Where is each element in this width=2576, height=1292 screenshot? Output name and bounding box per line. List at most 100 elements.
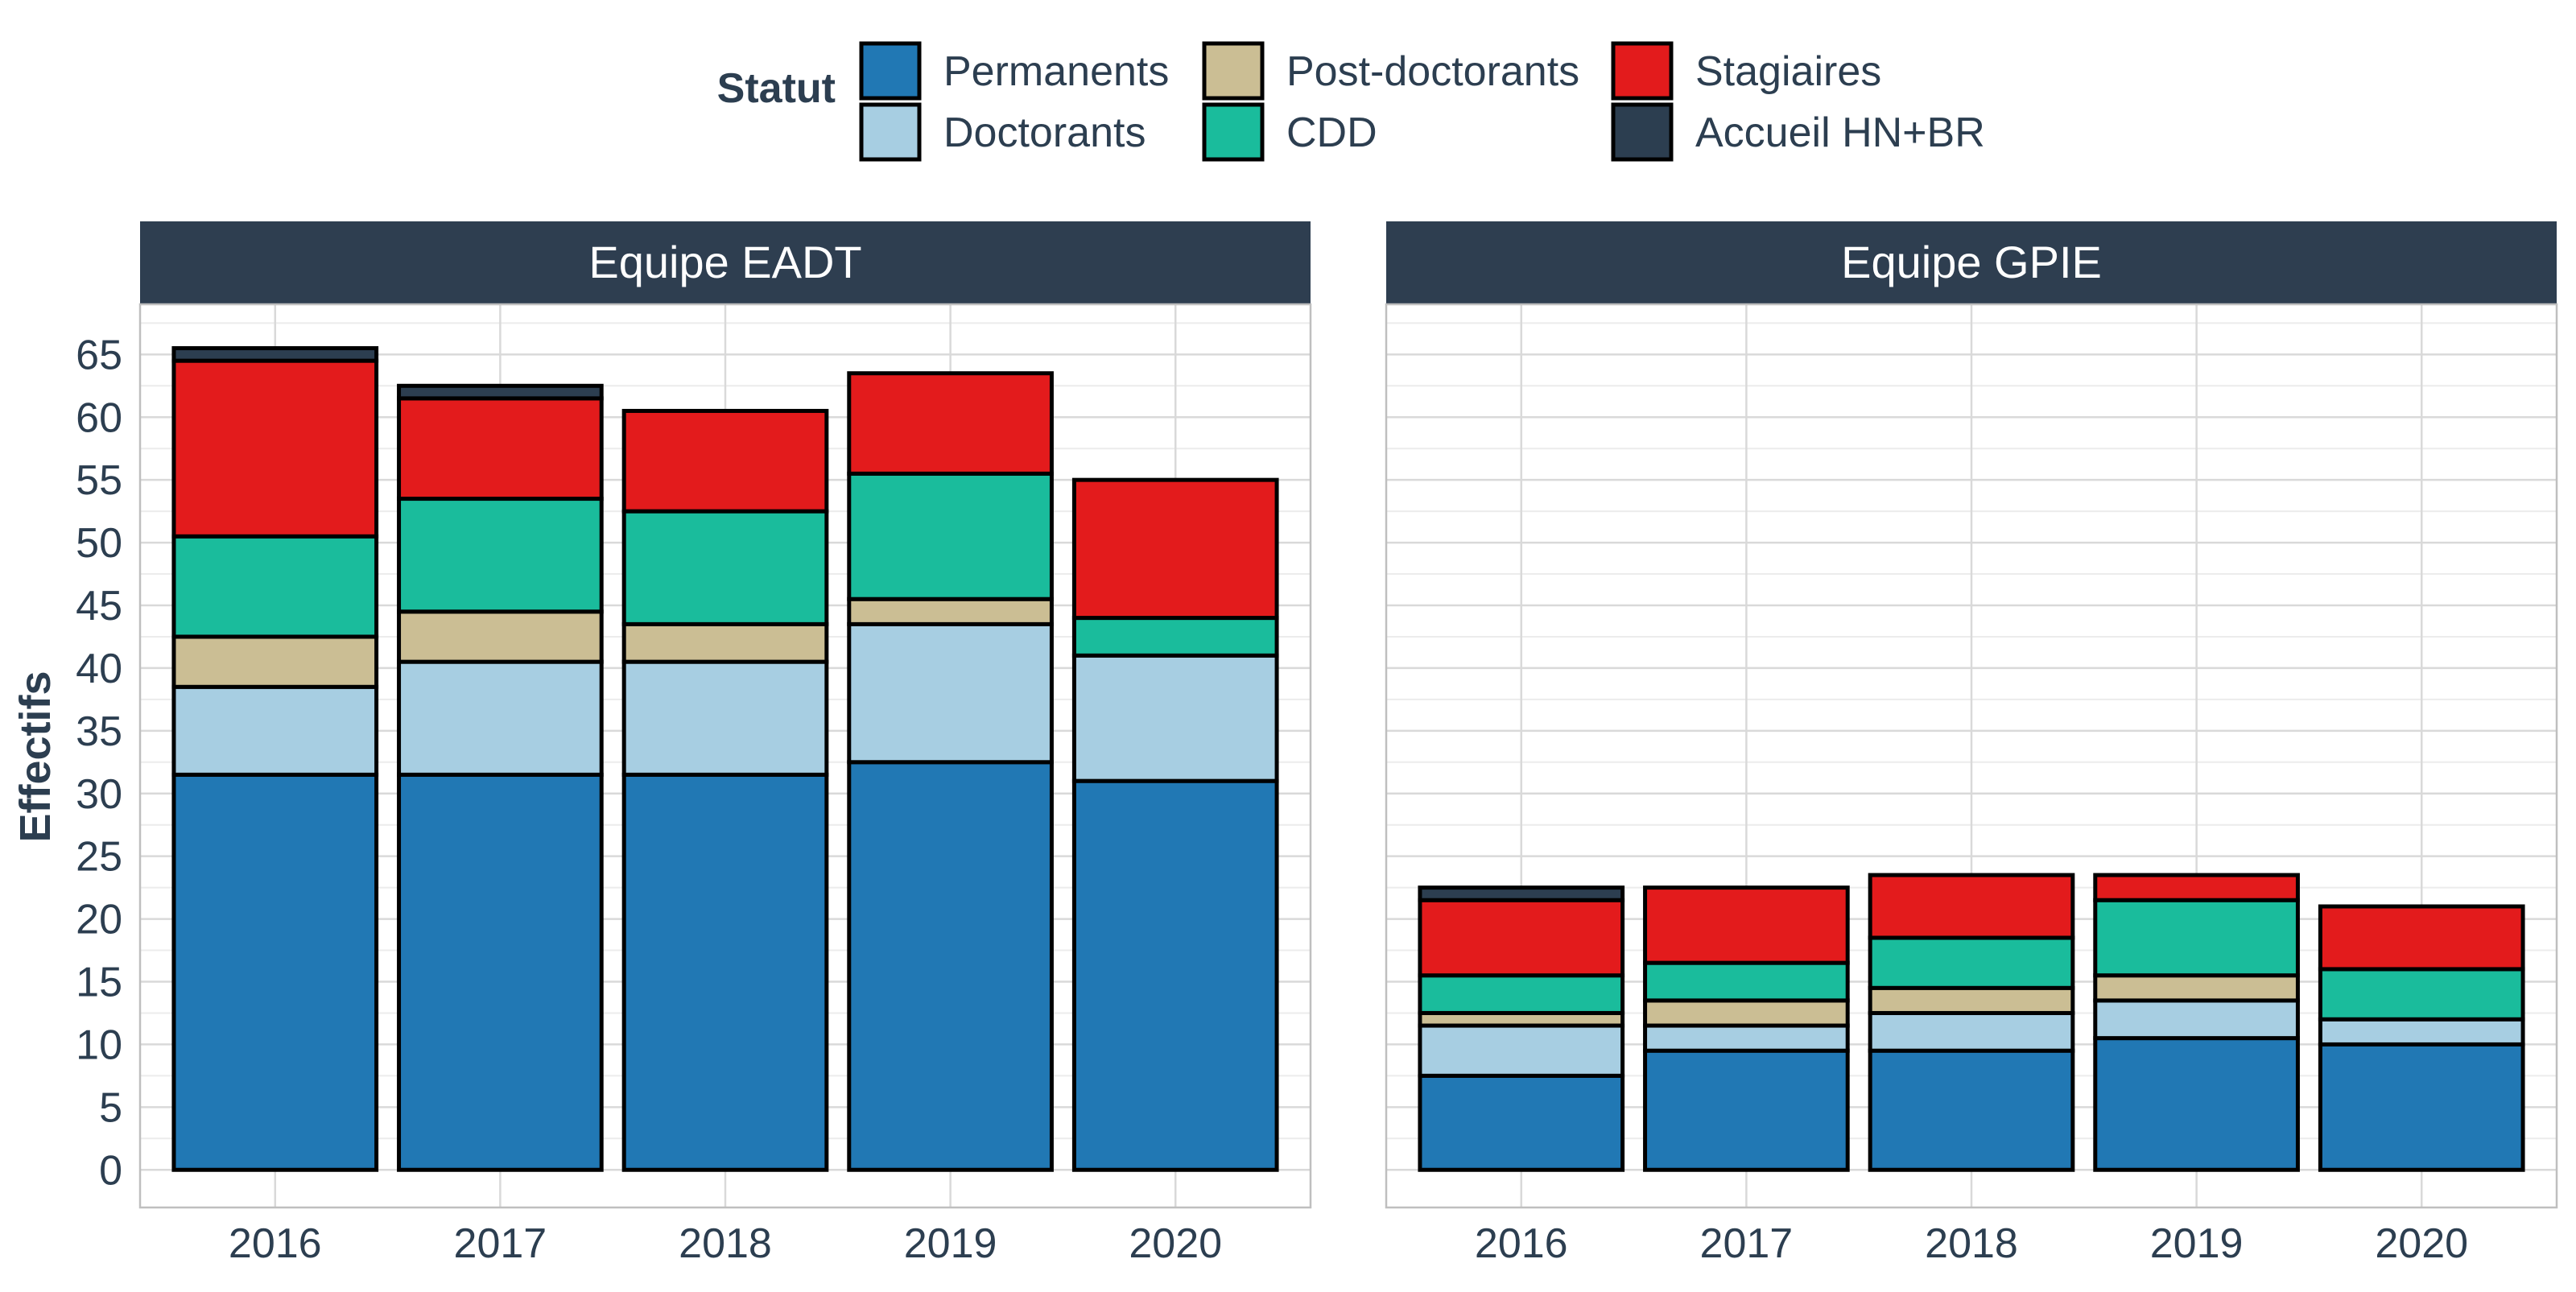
x-tick-label: 2017	[454, 1220, 547, 1267]
legend-label: Stagiaires	[1695, 48, 1881, 95]
bar-segment	[1868, 873, 2075, 940]
bar-segment	[847, 471, 1054, 601]
y-tick-label: 40	[76, 646, 122, 692]
x-tick-label: 2019	[904, 1220, 997, 1267]
bar-segment	[1643, 885, 1850, 965]
legend-swatch	[859, 41, 922, 101]
bar-segment	[171, 772, 379, 1172]
bar-segment	[621, 408, 829, 514]
bar-segment	[2318, 1042, 2525, 1172]
bar-segment	[1071, 778, 1279, 1172]
panel-border	[138, 303, 1312, 1209]
legend-label: Doctorants	[943, 109, 1146, 156]
bar-segment	[397, 659, 604, 777]
y-tick-label: 5	[99, 1084, 122, 1131]
bar-segment	[1868, 985, 2075, 1015]
bar-segment	[2093, 973, 2300, 1003]
legend-label: Post-doctorants	[1286, 48, 1579, 95]
y-tick-label: 55	[76, 457, 122, 504]
y-tick-label: 45	[76, 583, 122, 629]
y-tick-label: 65	[76, 332, 122, 378]
bar-segment	[1418, 1073, 1625, 1172]
x-tick-label: 2019	[2150, 1220, 2244, 1267]
bar-segment	[1643, 1048, 1850, 1172]
bar-segment	[2093, 873, 2300, 902]
bar-segment	[1868, 1048, 2075, 1172]
legend-item: Permanents	[859, 41, 1169, 101]
legend-item: Accueil HN+BR	[1611, 102, 1985, 162]
bar-segment	[1418, 885, 1625, 902]
bar-segment	[397, 396, 604, 502]
bar-segment	[397, 497, 604, 614]
bar-segment	[171, 634, 379, 689]
bar-segment	[847, 371, 1054, 476]
bar-segment	[1071, 477, 1279, 621]
y-tick-label: 15	[76, 960, 122, 1006]
bar-segment	[397, 383, 604, 401]
legend-title: Statut	[717, 65, 836, 112]
bar-segment	[2318, 967, 2525, 1022]
y-axis-label: Effectifs	[11, 671, 60, 842]
bar-segment	[1418, 1023, 1625, 1078]
legend-item: Stagiaires	[1611, 41, 1881, 101]
bar-segment	[1868, 1010, 2075, 1053]
legend-label: Permanents	[943, 48, 1169, 95]
y-tick-label: 20	[76, 897, 122, 943]
bar-segment	[1868, 935, 2075, 990]
x-tick-label: 2018	[679, 1220, 772, 1267]
x-tick-label: 2018	[1925, 1220, 2018, 1267]
bar-segment	[2093, 1036, 2300, 1172]
bar-segment	[621, 772, 829, 1172]
x-tick-label: 2016	[229, 1220, 322, 1267]
legend-item: Post-doctorants	[1202, 41, 1579, 101]
bar-segment	[1643, 1023, 1850, 1053]
bar-segment	[171, 358, 379, 539]
bar-segment	[171, 346, 379, 363]
panel-border	[1385, 303, 2558, 1209]
bar-segment	[397, 772, 604, 1172]
legend-label: Accueil HN+BR	[1695, 109, 1985, 156]
bar-segment	[1418, 973, 1625, 1015]
y-tick-label: 35	[76, 708, 122, 755]
x-tick-label: 2020	[2375, 1220, 2468, 1267]
bar-segment	[1071, 616, 1279, 658]
facet-title: Equipe GPIE	[1841, 237, 2102, 287]
bar-segment	[2093, 898, 2300, 978]
y-tick-label: 25	[76, 834, 122, 881]
bar-segment	[621, 621, 829, 664]
facet-header	[1386, 221, 2557, 304]
legend: Statut Permanents Doctorants Post-doctoran…	[717, 41, 1985, 162]
bar-segment	[621, 509, 829, 626]
bar-segment	[847, 621, 1054, 765]
legend-swatch	[1202, 41, 1265, 101]
bar-segment	[1071, 653, 1279, 783]
bar-segment	[397, 609, 604, 664]
y-tick-label: 50	[76, 520, 122, 567]
bar-segment	[1643, 998, 1850, 1028]
bar-segment	[171, 684, 379, 777]
facet-title: Equipe EADT	[588, 237, 861, 287]
legend-item: Doctorants	[859, 102, 1146, 162]
y-tick-label: 60	[76, 394, 122, 441]
y-tick-label: 30	[76, 771, 122, 818]
legend-swatch	[859, 102, 922, 162]
bar-segment	[2318, 1017, 2525, 1046]
facet-panel: Equipe EADT 2016 2017 2018 2019 2020	[138, 221, 1312, 1267]
bar-segment	[1643, 960, 1850, 1003]
bar-segment	[1418, 898, 1625, 978]
legend-label: CDD	[1286, 109, 1377, 156]
x-tick-label: 2016	[1475, 1220, 1568, 1267]
bar-segment	[621, 659, 829, 777]
x-tick-label: 2017	[1700, 1220, 1794, 1267]
y-tick-label: 10	[76, 1022, 122, 1068]
facet-header	[140, 221, 1311, 304]
y-tick-label: 0	[99, 1147, 122, 1194]
legend-item: CDD	[1202, 102, 1377, 162]
x-tick-label: 2020	[1129, 1220, 1222, 1267]
legend-swatch	[1611, 102, 1674, 162]
legend-swatch	[1202, 102, 1265, 162]
bar-segment	[2318, 904, 2525, 972]
bar-segment	[2093, 998, 2300, 1041]
